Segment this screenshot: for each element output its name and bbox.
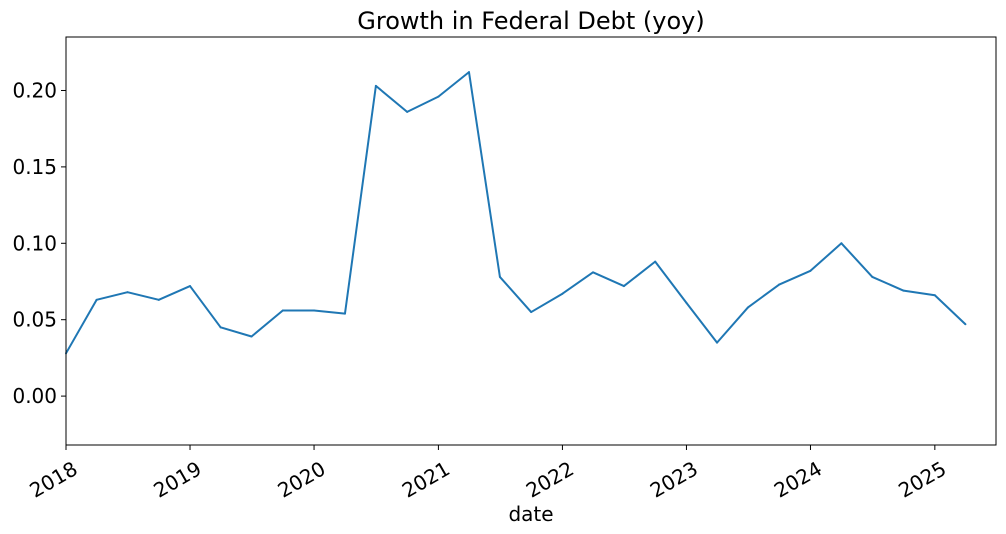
- data-point: [374, 84, 377, 87]
- chart-title: Growth in Federal Debt (yoy): [357, 7, 704, 35]
- data-point: [126, 291, 129, 294]
- y-tick-label: 0.00: [12, 384, 57, 408]
- data-point: [964, 323, 967, 326]
- plot-frame: [65, 36, 997, 446]
- data-point: [467, 71, 470, 74]
- data-point: [437, 95, 440, 98]
- data-point: [809, 269, 812, 272]
- plot-area: [65, 36, 997, 446]
- data-point: [871, 275, 874, 278]
- data-point: [498, 275, 501, 278]
- x-axis: 2018 2019 2020 2021 2022 2023 2024 2025: [25, 445, 950, 503]
- data-point: [189, 285, 192, 288]
- data-point: [622, 285, 625, 288]
- y-tick-label: 0.15: [12, 155, 57, 179]
- x-tick-label: 2018: [25, 456, 81, 502]
- x-tick-label: 2019: [149, 456, 205, 502]
- x-tick-label: 2020: [273, 456, 329, 502]
- data-point: [654, 260, 657, 263]
- data-point: [840, 242, 843, 245]
- data-point: [343, 312, 346, 315]
- x-tick-label: 2024: [770, 456, 826, 502]
- x-tick-label: 2023: [646, 456, 702, 502]
- x-tick-label: 2025: [894, 456, 950, 502]
- data-point: [592, 271, 595, 274]
- data-point: [95, 298, 98, 301]
- y-tick-label: 0.20: [12, 78, 57, 102]
- x-tick-label: 2022: [522, 456, 578, 502]
- data-point: [746, 306, 749, 309]
- data-point: [716, 341, 719, 344]
- data-point: [933, 294, 936, 297]
- data-point: [313, 309, 316, 312]
- data-point: [406, 110, 409, 113]
- y-tick-label: 0.05: [12, 308, 57, 332]
- data-point: [685, 301, 688, 304]
- y-tick-label: 0.10: [12, 231, 57, 255]
- data-point: [778, 283, 781, 286]
- x-axis-label: date: [508, 502, 553, 526]
- y-axis: 0.00 0.05 0.10 0.15 0.20: [12, 78, 66, 408]
- data-point: [157, 298, 160, 301]
- data-point: [561, 292, 564, 295]
- x-tick-label: 2021: [398, 456, 454, 502]
- series-line: [65, 71, 967, 354]
- data-point: [530, 311, 533, 314]
- data-point: [250, 335, 253, 338]
- data-points: [65, 71, 967, 355]
- data-point: [281, 309, 284, 312]
- data-point: [219, 326, 222, 329]
- data-point: [902, 289, 905, 292]
